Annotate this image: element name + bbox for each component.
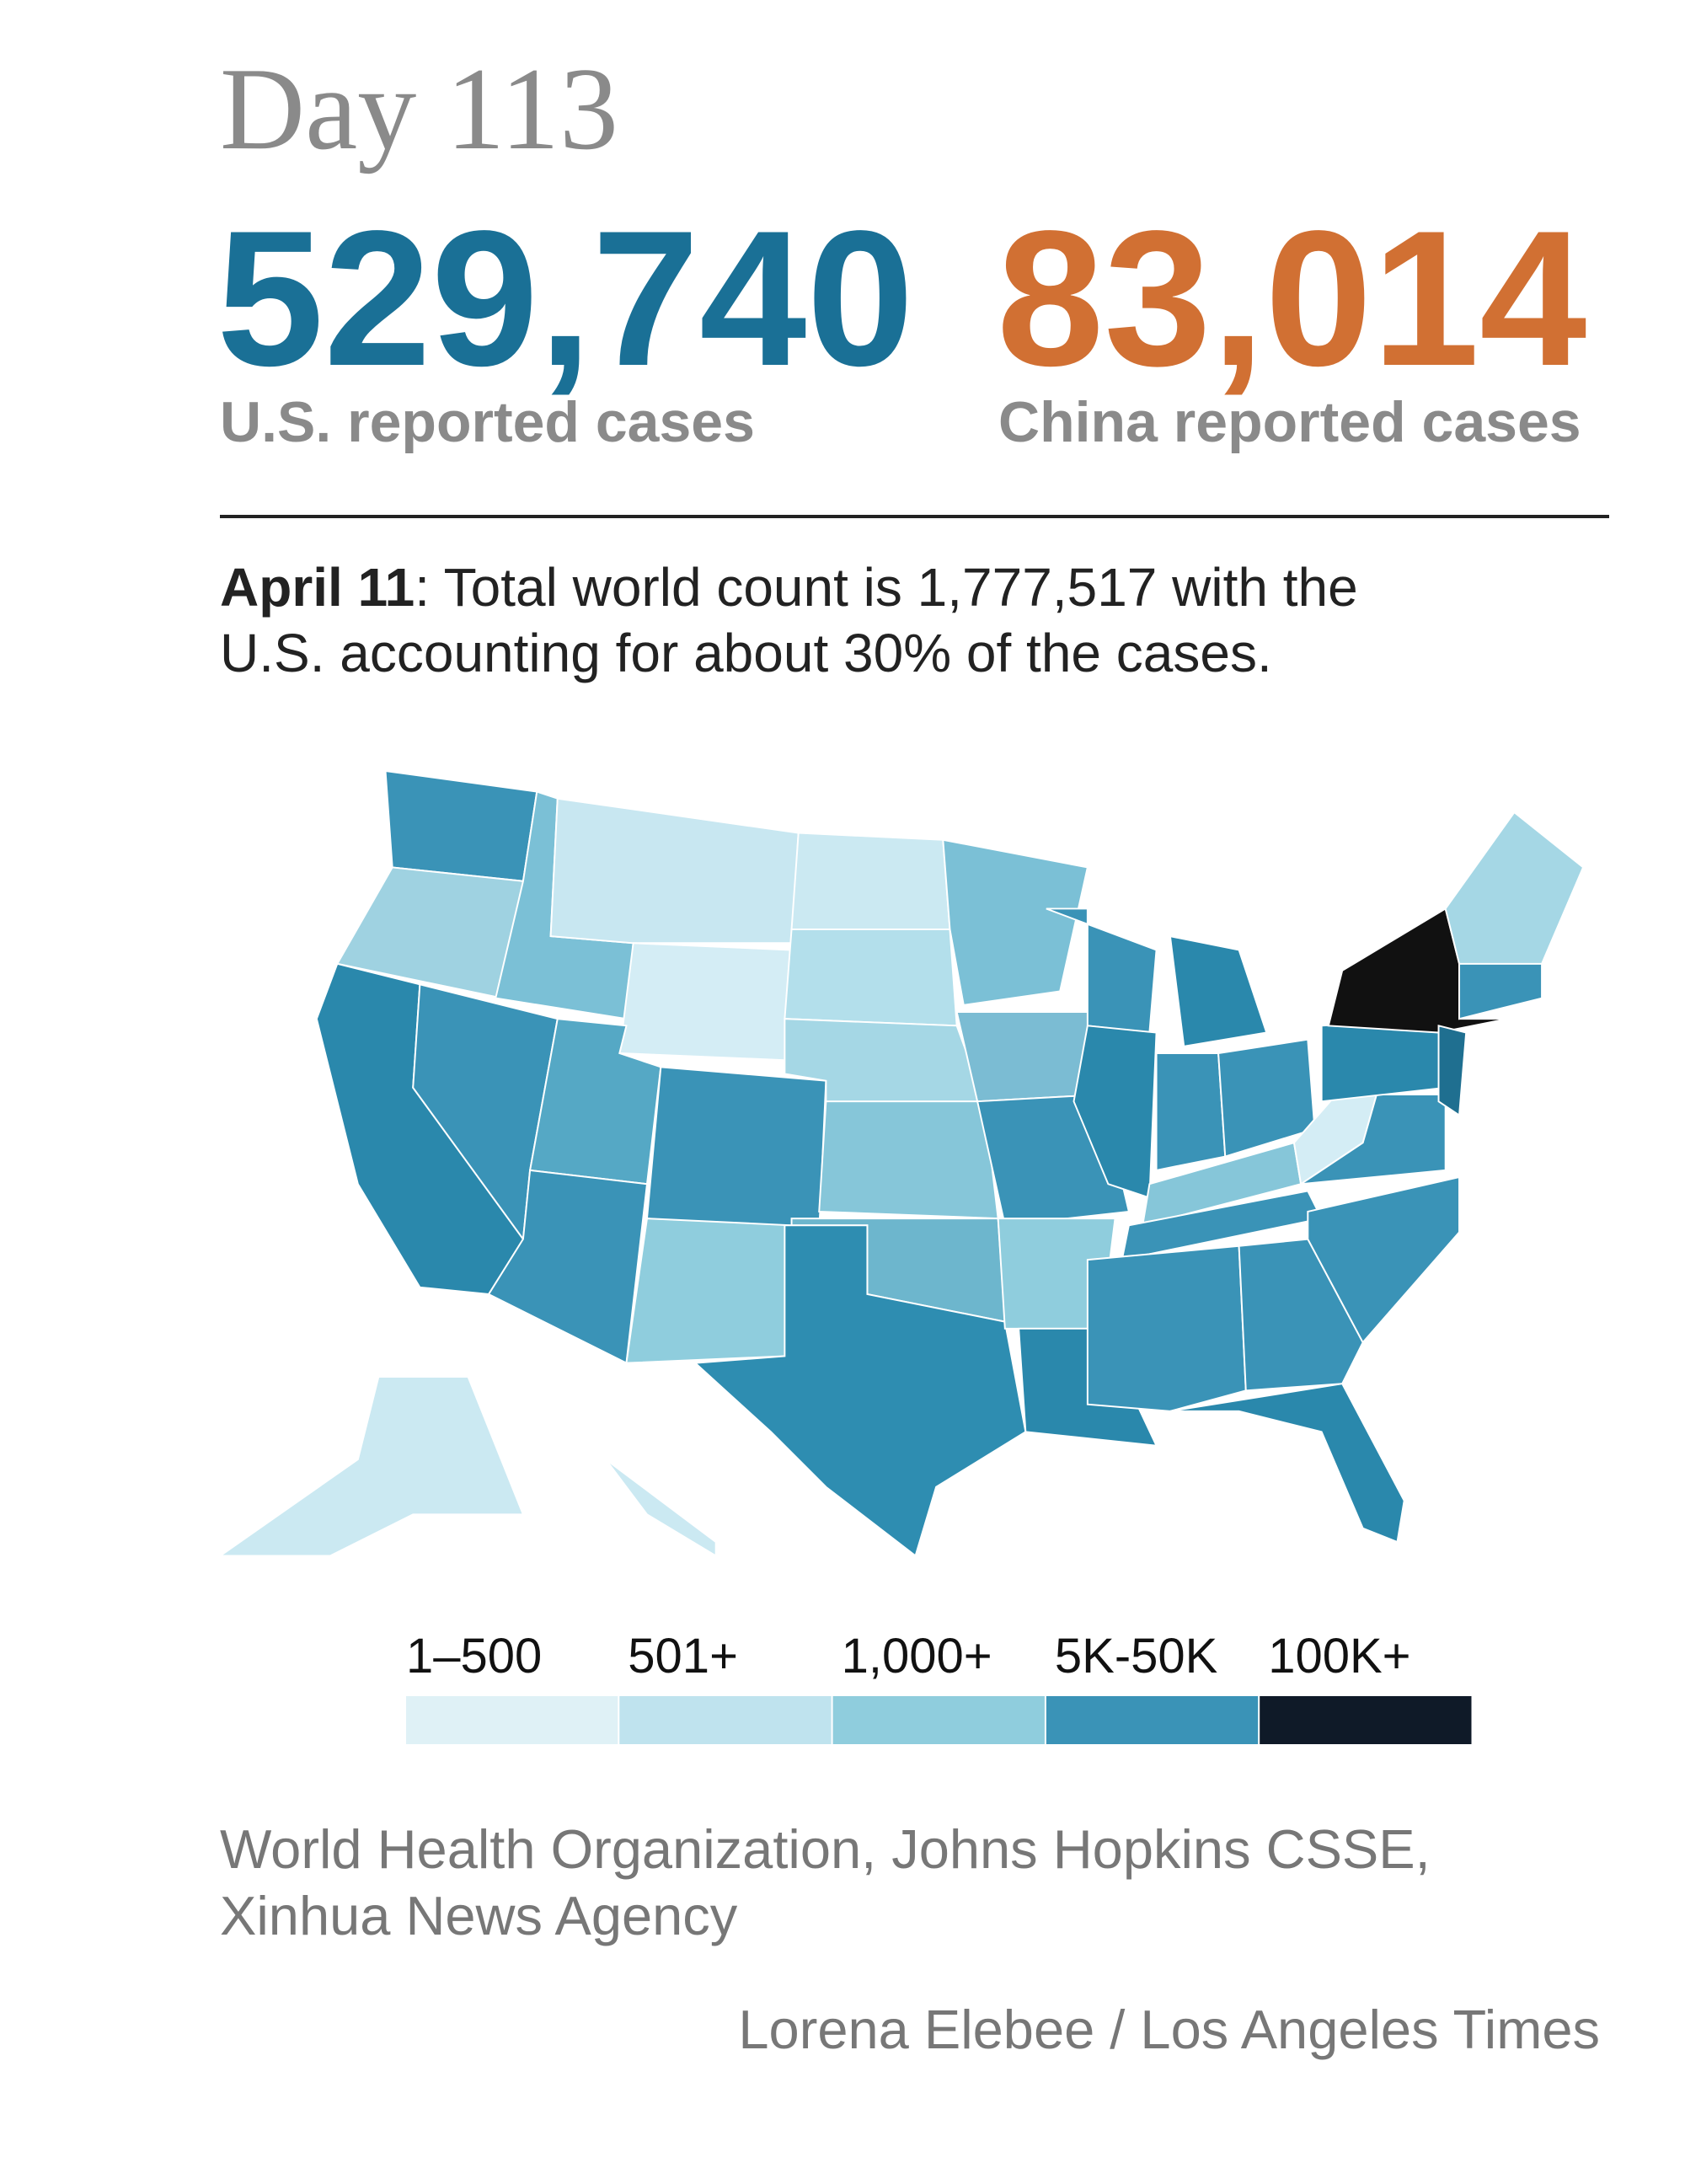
title: Day 113 — [220, 44, 618, 174]
legend-swatch — [406, 1696, 618, 1744]
source-line: World Health Organization, Johns Hopkins… — [220, 1818, 1431, 1880]
note-text: : Total world count is 1,777,517 with th… — [415, 557, 1358, 618]
us-label: U.S. reported cases — [220, 390, 755, 454]
credit: Lorena Elebee / Los Angeles Times — [738, 1999, 1600, 2060]
legend: 1–500 501+ 1,000+ 5K-50K 100K+ — [406, 1629, 1472, 1744]
source-line: Xinhua News Agency — [220, 1885, 738, 1946]
us-map — [217, 769, 1585, 1558]
legend-swatch — [1046, 1696, 1259, 1744]
legend-swatch — [1260, 1696, 1472, 1744]
legend-label: 100K+ — [1268, 1629, 1410, 1684]
legend-label: 1–500 — [406, 1629, 542, 1684]
china-label: China reported cases — [998, 390, 1581, 454]
legend-label: 1,000+ — [842, 1629, 992, 1684]
legend-swatch — [832, 1696, 1045, 1744]
note-line: April 11: Total world count is 1,777,517… — [220, 557, 1358, 618]
note-date: April 11 — [220, 557, 415, 618]
china-count: 83,014 — [997, 190, 1586, 406]
legend-label: 5K-50K — [1055, 1629, 1218, 1684]
us-count: 529,740 — [217, 190, 914, 406]
legend-swatch — [619, 1696, 832, 1744]
note-text: U.S. accounting for about 30% of the cas… — [220, 623, 1272, 683]
legend-label: 501+ — [628, 1629, 738, 1684]
